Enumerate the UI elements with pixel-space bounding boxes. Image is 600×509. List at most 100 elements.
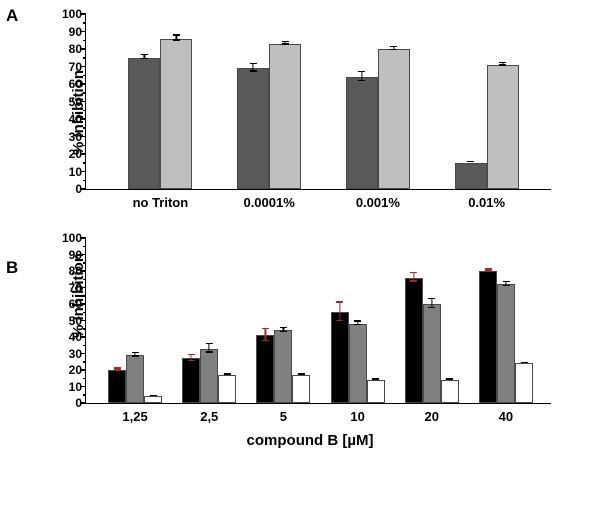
xtick-label: 1,25 [122,403,147,424]
error-bar [144,54,145,59]
xtick-label: 2,5 [200,403,218,424]
bar [108,370,126,403]
ytick-label: 50 [69,95,86,109]
error-bar [505,281,506,286]
bar-group [256,330,310,403]
ytick-minor [83,92,86,94]
error-bar [375,378,376,379]
bar [274,330,292,403]
ytick-label: 70 [69,60,86,74]
bar [126,355,144,403]
panel-label-a: A [6,6,18,26]
bar [218,375,236,403]
ytick-label: 10 [69,380,86,394]
error-bar [357,320,358,325]
ytick-minor [83,345,86,347]
bar [455,163,487,189]
xlabel-b: compound B [µM] [247,432,374,449]
ytick-label: 100 [62,7,86,21]
bar [269,44,301,189]
bar [256,335,274,403]
xtick-label: 40 [499,403,513,424]
error-bar [152,395,153,396]
bar [423,304,441,403]
bar [441,380,459,403]
chart-a: 0102030405060708090100no Triton0.0001%0.… [85,14,551,190]
error-bar [227,373,228,374]
ytick-label: 70 [69,281,86,295]
error-bar [209,343,210,353]
ytick-label: 30 [69,347,86,361]
ytick-label: 40 [69,330,86,344]
xtick-label: 20 [425,403,439,424]
bar [331,312,349,403]
ytick-minor [83,162,86,164]
bar-group [128,39,192,190]
bar [200,349,218,403]
ytick-label: 60 [69,77,86,91]
ytick-label: 0 [75,396,86,410]
error-bar [487,268,488,271]
error-bar [393,46,394,50]
ytick-minor [83,145,86,147]
ytick-label: 80 [69,42,86,56]
bar [128,58,160,189]
chart-b: 01020304050607080901001,252,55102040 [85,238,551,404]
error-bar [470,161,471,162]
bar [367,380,385,403]
panel-b: % Inhibition 01020304050607080901001,252… [30,190,590,404]
ytick-label: 20 [69,363,86,377]
error-bar [253,63,254,72]
bar-group [455,65,519,189]
error-bar [285,41,286,45]
error-bar [523,362,524,363]
bar-group [331,312,385,403]
bar-group [182,349,236,403]
bar [292,375,310,403]
bar [515,363,533,403]
ytick-label: 30 [69,130,86,144]
ytick-label: 60 [69,297,86,311]
bar [182,358,200,403]
ytick-minor [83,378,86,380]
bar [144,396,162,403]
xtick-label: 10 [350,403,364,424]
ytick-minor [83,57,86,59]
bar [487,65,519,189]
bar-group [237,44,301,189]
ytick-minor [83,180,86,182]
ytick-minor [83,328,86,330]
ytick-label: 90 [69,248,86,262]
ytick-minor [83,262,86,264]
error-bar [191,354,192,361]
bar [349,324,367,403]
bar [346,77,378,189]
bar [160,39,192,190]
bar-group [479,271,533,403]
error-bar [265,328,266,341]
ytick-label: 80 [69,264,86,278]
ytick-minor [83,394,86,396]
bar-group [405,278,459,403]
ytick-label: 100 [62,231,86,245]
ytick-label: 20 [69,147,86,161]
ytick-minor [83,22,86,24]
error-bar [449,378,450,379]
error-bar [413,272,414,282]
bar-group [108,355,162,403]
error-bar [134,352,135,357]
bar [497,284,515,403]
ytick-minor [83,40,86,42]
ytick-label: 10 [69,165,86,179]
ytick-minor [83,361,86,363]
bar [378,49,410,189]
error-bar [431,298,432,308]
figure: A % Inhibition 0102030405060708090100no … [0,0,600,404]
error-bar [361,71,362,82]
error-bar [283,327,284,332]
error-bar [301,373,302,374]
ytick-label: 50 [69,314,86,328]
bar [237,68,269,189]
ytick-label: 40 [69,112,86,126]
ytick-label: 90 [69,25,86,39]
